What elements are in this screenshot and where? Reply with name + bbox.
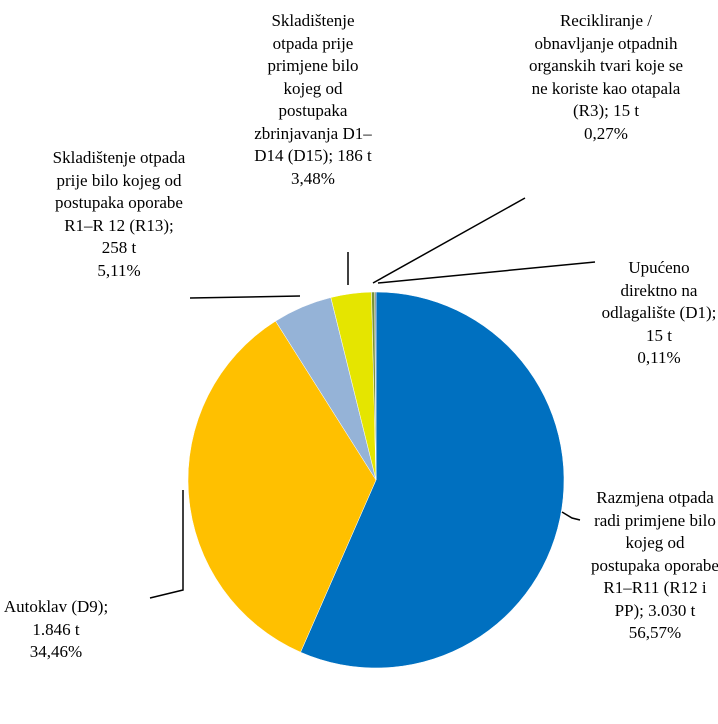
leader-line (189, 295, 301, 299)
label-text: Skladištenje otpada prije bilo kojeg od … (52, 148, 186, 257)
label-text: Skladištenje otpada prije primjene bilo … (254, 11, 372, 165)
data-label: Razmjena otpada radi primjene bilo kojeg… (590, 487, 718, 645)
data-label: Upućeno direktno na odlagalište (D1); 15… (598, 257, 718, 370)
value-label: 56,57% (628, 623, 682, 642)
data-label: Skladištenje otpada prije primjene bilo … (252, 10, 374, 190)
data-label: Recikliranje / obnavljanje otpadnih orga… (522, 10, 690, 145)
label-text: Recikliranje / obnavljanje otpadnih orga… (528, 11, 684, 120)
value-label: 3,48% (291, 168, 335, 188)
leader-line (561, 511, 581, 521)
leader-line (377, 261, 596, 284)
value-label: 0,27% (584, 123, 628, 143)
pie-slice (374, 291, 377, 481)
leader-line (149, 490, 184, 599)
label-text: Autoklav (D9); 1.846 t (3, 597, 109, 639)
label-text: Razmjena otpada radi primjene bilo kojeg… (591, 488, 718, 620)
pie-slice (187, 320, 377, 653)
value-label: 5,11% (97, 260, 141, 280)
value-label: 0,11% (637, 348, 681, 367)
value-label: 34,46% (29, 642, 83, 661)
data-label: Skladištenje otpada prije bilo kojeg od … (50, 147, 188, 282)
leader-line (372, 197, 526, 284)
label-text: Upućeno direktno na odlagalište (D1); 15… (601, 258, 717, 345)
data-label: Autoklav (D9); 1.846 t 34,46% (0, 596, 112, 664)
pie-slice (300, 291, 565, 669)
